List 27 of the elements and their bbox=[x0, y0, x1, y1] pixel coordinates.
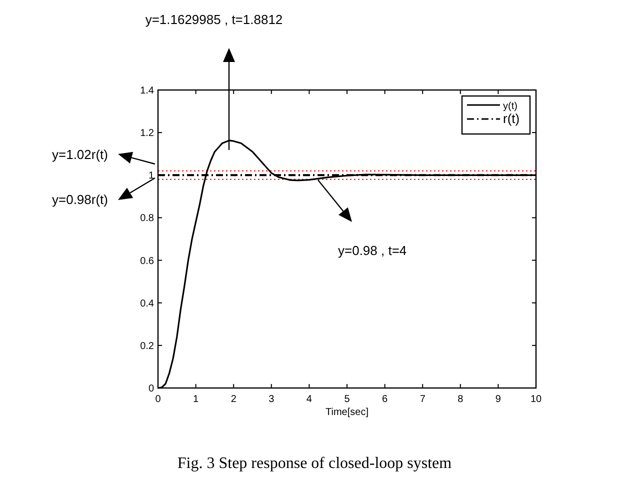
x-tick-label: 5 bbox=[344, 394, 350, 405]
annotation: y=0.98 , t=4 bbox=[338, 243, 407, 258]
x-tick-label: 0 bbox=[155, 394, 162, 405]
x-tick-label: 8 bbox=[458, 394, 464, 405]
y-tick-label: 0.2 bbox=[140, 340, 154, 352]
y-tick-label: 1.4 bbox=[140, 86, 154, 96]
y-tick-label: 0.4 bbox=[140, 298, 154, 310]
x-tick-label: 9 bbox=[495, 394, 502, 405]
legend-label: y(t) bbox=[503, 101, 518, 112]
x-tick-label: 1 bbox=[193, 394, 200, 405]
y-tick-label: 0 bbox=[148, 384, 154, 394]
x-tick-label: 7 bbox=[420, 394, 426, 405]
x-tick-label: 6 bbox=[382, 394, 388, 405]
y-tick-label: 0.8 bbox=[140, 213, 154, 224]
text: y=0.98r(t) bbox=[52, 192, 108, 207]
x-tick-label: 4 bbox=[306, 394, 312, 405]
text: y=1.1629985 , t=1.8812 bbox=[145, 12, 283, 27]
x-axis-title: Time[sec] bbox=[326, 407, 369, 418]
y-tick-label: 1 bbox=[148, 170, 154, 182]
y-tick-label: 1.2 bbox=[140, 128, 154, 140]
y-tick-label: 0.6 bbox=[140, 256, 154, 267]
x-tick-label: 3 bbox=[268, 394, 275, 405]
text: y=1.02r(t) bbox=[52, 147, 108, 162]
x-tick-label: 2 bbox=[230, 394, 237, 405]
caption: Fig. 3 Step response of closed-loop system bbox=[177, 455, 452, 472]
x-tick-label: 10 bbox=[530, 394, 542, 405]
legend-label: r(t) bbox=[503, 111, 520, 126]
